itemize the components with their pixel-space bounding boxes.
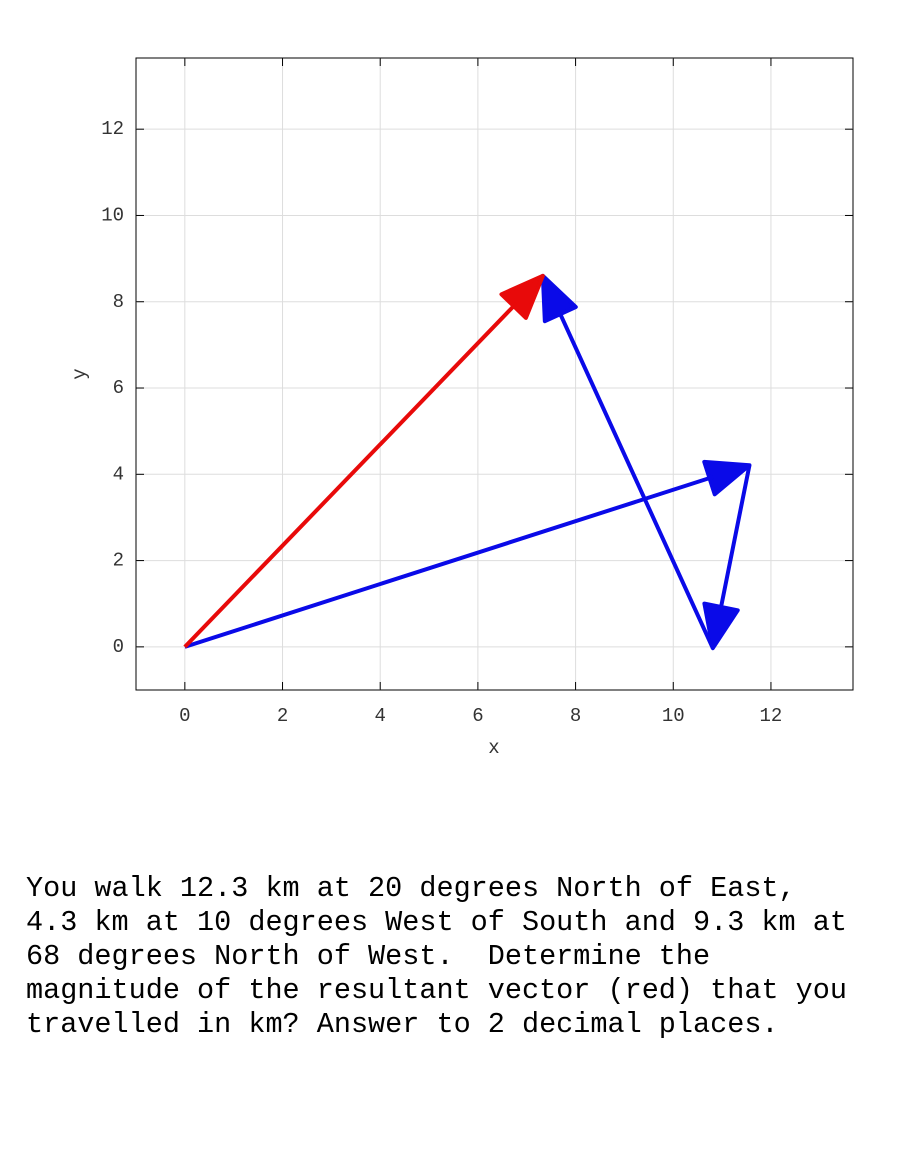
y-tick-label: 8 <box>113 291 124 313</box>
question-line: 4.3 km at 10 degrees West of South and 9… <box>26 906 847 939</box>
vector-arrow <box>540 273 715 649</box>
x-tick-label: 8 <box>570 705 581 727</box>
vector-arrow <box>184 459 752 649</box>
vector-arrow <box>183 273 545 649</box>
vector-arrow <box>702 464 752 651</box>
x-axis-label: x <box>488 737 499 759</box>
x-tick-label: 0 <box>179 705 190 727</box>
y-tick-label: 4 <box>113 463 124 485</box>
grid <box>136 58 853 690</box>
y-tick-label: 6 <box>113 377 124 399</box>
x-tick-label: 2 <box>277 705 288 727</box>
y-axis-label: y <box>69 368 91 379</box>
question-line: You walk 12.3 km at 20 degrees North of … <box>26 872 796 905</box>
x-tick-label: 4 <box>375 705 386 727</box>
x-tick-label: 10 <box>662 705 685 727</box>
x-tick-label: 6 <box>472 705 483 727</box>
question-line: travelled in km? Answer to 2 decimal pla… <box>26 1008 779 1041</box>
question-line: magnitude of the resultant vector (red) … <box>26 974 847 1007</box>
question-line: 68 degrees North of West. Determine the <box>26 940 710 973</box>
y-tick-label: 0 <box>113 636 124 658</box>
x-tick-label: 12 <box>760 705 783 727</box>
y-tick-label: 12 <box>101 118 124 140</box>
y-tick-label: 2 <box>113 550 124 572</box>
plot-frame <box>135 57 854 691</box>
y-tick-label: 10 <box>101 204 124 226</box>
